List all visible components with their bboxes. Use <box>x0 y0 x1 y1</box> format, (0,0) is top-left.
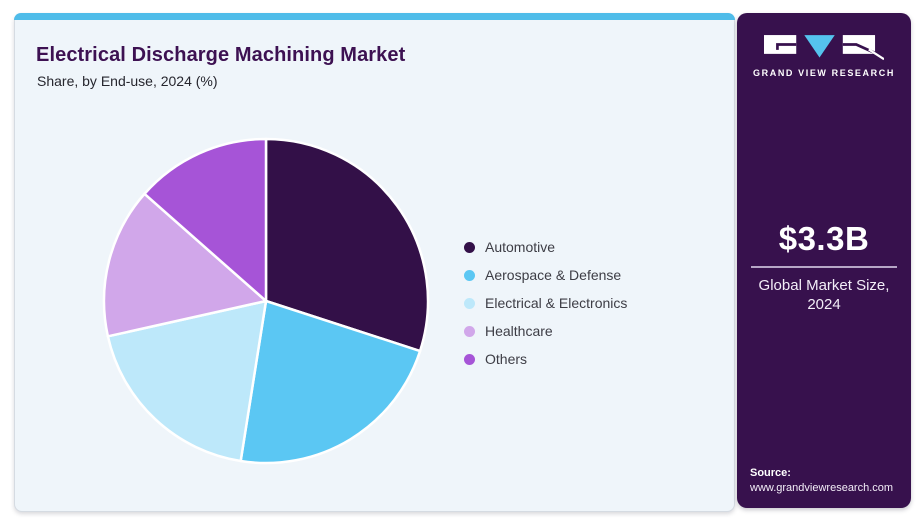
chart-title: Electrical Discharge Machining Market <box>36 44 406 66</box>
pie-slice-electrical-electronics <box>106 299 268 463</box>
legend-dot-icon <box>464 241 475 253</box>
source-label: Source: <box>750 467 791 479</box>
brand-panel: GRAND VIEW RESEARCH $3.3B Global Market … <box>737 13 911 508</box>
legend-label: Electrical & Electronics <box>485 295 628 311</box>
gvr-logo: GRAND VIEW RESEARCH <box>737 35 911 78</box>
legend-dot-icon <box>464 353 475 365</box>
legend-item: Healthcare <box>464 320 627 342</box>
card-top-accent-bar <box>14 13 735 20</box>
legend-label: Healthcare <box>485 323 553 339</box>
pie-chart <box>102 137 430 465</box>
legend: Automotive Aerospace & Defense Electrical … <box>464 236 627 376</box>
market-size-value: $3.3B <box>778 220 870 257</box>
legend-dot-icon <box>464 269 475 281</box>
market-size-divider <box>751 266 897 268</box>
legend-label: Others <box>485 351 528 367</box>
pie-slice-healthcare <box>102 192 268 338</box>
gvr-logo-icon <box>764 35 884 61</box>
legend-item: Others <box>464 348 627 370</box>
legend-item: Automotive <box>464 236 627 258</box>
legend-item: Electrical & Electronics <box>464 292 627 314</box>
chart-subtitle: Share, by End-use, 2024 (%) <box>37 73 218 89</box>
market-size-caption-line2: 2024 <box>807 296 841 313</box>
pie-slice-aerospace-defense <box>239 299 422 465</box>
source-block: Source: www.grandviewresearch.com <box>750 466 893 495</box>
source-url: www.grandviewresearch.com <box>750 482 894 494</box>
legend-dot-icon <box>464 297 475 309</box>
market-size-caption: Global Market Size, 2024 <box>737 276 911 314</box>
pie-slice-automotive <box>264 137 430 353</box>
legend-item: Aerospace & Defense <box>464 264 627 286</box>
market-size-caption-line1: Global Market Size, <box>758 277 890 294</box>
pie-slice-others <box>143 137 268 303</box>
legend-label: Automotive <box>485 239 556 255</box>
market-size-block: $3.3B Global Market Size, 2024 <box>737 220 911 314</box>
chart-card: Electrical Discharge Machining Market Sh… <box>14 13 735 512</box>
legend-dot-icon <box>464 325 475 337</box>
legend-label: Aerospace & Defense <box>485 267 622 283</box>
gvr-logo-text: GRAND VIEW RESEARCH <box>753 68 895 78</box>
